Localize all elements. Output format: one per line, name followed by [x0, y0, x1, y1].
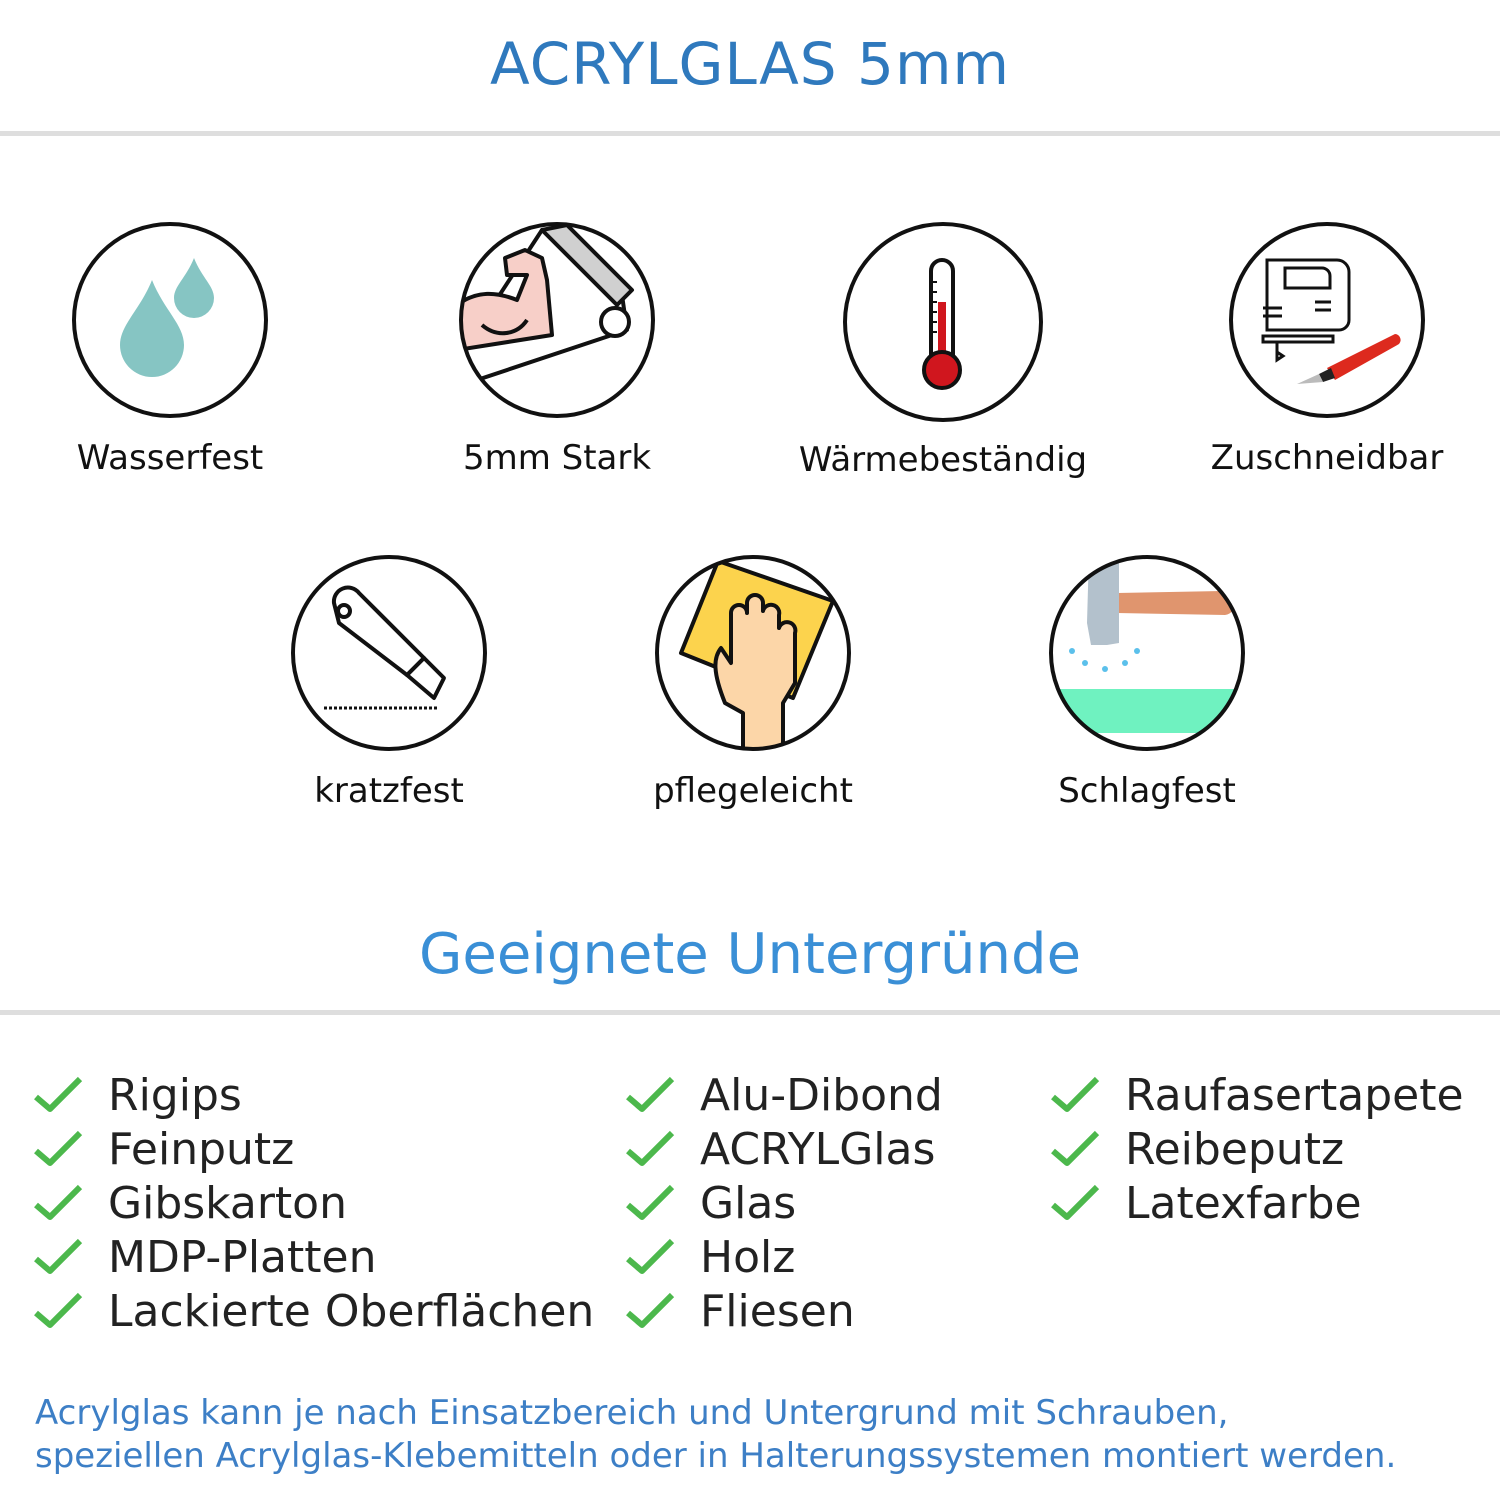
feature-5mm-stark: 5mm Stark	[397, 220, 717, 478]
check-icon	[34, 1238, 83, 1274]
surface-label: ACRYLGlas	[700, 1123, 936, 1175]
feature-wasserfest: Wasserfest	[10, 220, 330, 478]
feature-label: 5mm Stark	[462, 438, 652, 478]
check-icon	[34, 1130, 83, 1166]
mounting-note: Acrylglas kann je nach Einsatzbereich un…	[35, 1392, 1396, 1478]
surface-label: Raufasertapete	[1125, 1069, 1464, 1121]
check-icon	[34, 1184, 83, 1220]
surface-label: Glas	[700, 1177, 797, 1229]
page-title: ACRYLGLAS 5mm	[490, 30, 1010, 98]
list-item: Gibskarton	[33, 1176, 594, 1230]
feature-kratzfest: kratzfest	[229, 553, 549, 811]
surface-label: Latexfarbe	[1125, 1177, 1362, 1229]
check-icon	[626, 1238, 675, 1274]
check-icon	[1051, 1076, 1100, 1112]
surface-label: Alu-Dibond	[700, 1069, 943, 1121]
list-item: Fliesen	[625, 1284, 943, 1338]
surface-label: Fliesen	[700, 1285, 855, 1337]
list-item: Lackierte Oberflächen	[33, 1284, 594, 1338]
hammer-impact-icon	[1049, 555, 1245, 751]
feature-zuschneidbar: Zuschneidbar	[1167, 220, 1487, 478]
list-item: Raufasertapete	[1050, 1068, 1464, 1122]
check-icon	[626, 1130, 675, 1166]
surfaces-column-3: Raufasertapete Reibeputz Latexfarbe	[1050, 1068, 1464, 1230]
note-line-2: speziellen Acrylglas-Klebemitteln oder i…	[35, 1436, 1397, 1476]
jigsaw-cutter-icon	[1229, 222, 1425, 418]
list-item: Feinputz	[33, 1122, 594, 1176]
divider	[0, 131, 1500, 136]
list-item: Latexfarbe	[1050, 1176, 1464, 1230]
surface-label: Reibeputz	[1125, 1123, 1345, 1175]
note-line-1: Acrylglas kann je nach Einsatzbereich un…	[35, 1393, 1229, 1433]
list-item: Alu-Dibond	[625, 1068, 943, 1122]
feature-label: Wärmebeständig	[798, 440, 1088, 480]
strong-arm-icon	[459, 222, 655, 418]
list-item: ACRYLGlas	[625, 1122, 943, 1176]
feature-waermebestaendig: Wärmebeständig	[783, 222, 1103, 480]
surface-label: Feinputz	[108, 1123, 295, 1175]
surfaces-column-2: Alu-Dibond ACRYLGlas Glas Holz Fliesen	[625, 1068, 943, 1338]
check-icon	[626, 1076, 675, 1112]
check-icon	[34, 1292, 83, 1328]
surface-label: Lackierte Oberflächen	[108, 1285, 595, 1337]
water-drops-icon	[72, 222, 268, 418]
list-item: Reibeputz	[1050, 1122, 1464, 1176]
section-title: Geeignete Untergründe	[418, 922, 1082, 987]
cleaning-cloth-hand-icon	[655, 555, 851, 751]
feature-label: Schlagfest	[1058, 771, 1236, 811]
surface-label: Gibskarton	[108, 1177, 347, 1229]
surface-label: MDP-Platten	[108, 1231, 377, 1283]
check-icon	[626, 1292, 675, 1328]
feature-label: Wasserfest	[76, 438, 264, 478]
box-cutter-icon	[291, 555, 487, 751]
feature-label: Zuschneidbar	[1210, 438, 1444, 478]
feature-schlagfest: Schlagfest	[987, 553, 1307, 811]
list-item: MDP-Platten	[33, 1230, 594, 1284]
check-icon	[34, 1076, 83, 1112]
surface-label: Rigips	[108, 1069, 242, 1121]
thermometer-icon	[843, 222, 1043, 422]
check-icon	[626, 1184, 675, 1220]
feature-label: kratzfest	[314, 771, 464, 811]
check-icon	[1051, 1130, 1100, 1166]
feature-label: pflegeleicht	[653, 771, 853, 811]
surface-label: Holz	[700, 1231, 796, 1283]
feature-pflegeleicht: pflegeleicht	[593, 553, 913, 811]
check-icon	[1051, 1184, 1100, 1220]
divider	[0, 1010, 1500, 1015]
list-item: Rigips	[33, 1068, 594, 1122]
list-item: Glas	[625, 1176, 943, 1230]
surfaces-column-1: Rigips Feinputz Gibskarton MDP-Platten Lacki…	[33, 1068, 594, 1338]
list-item: Holz	[625, 1230, 943, 1284]
